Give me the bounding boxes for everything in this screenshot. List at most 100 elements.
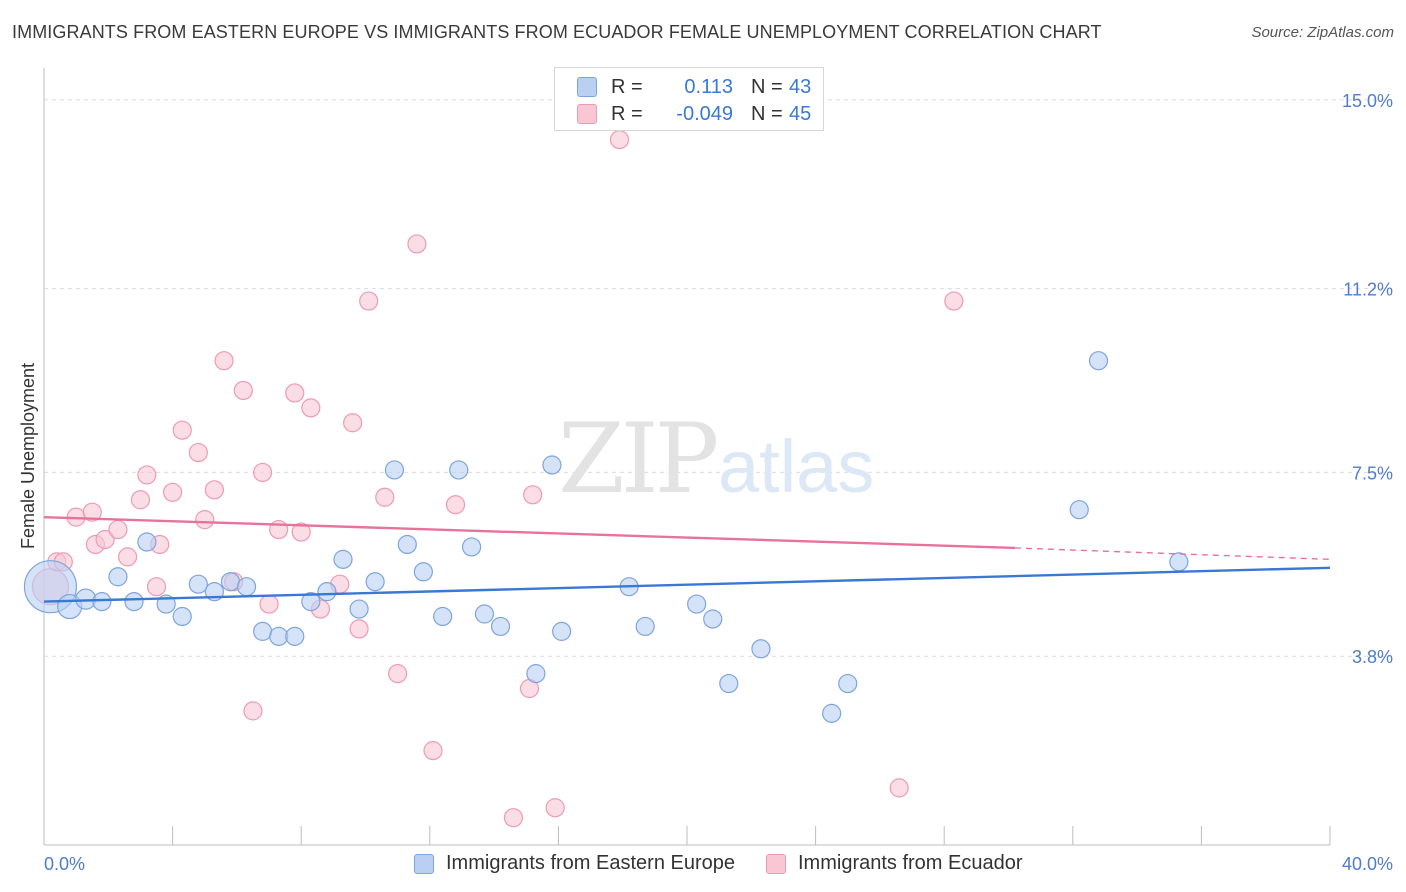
x-tick-label-min: 0.0% <box>44 854 85 874</box>
eastern-europe-point <box>172 606 192 627</box>
ecuador-point <box>204 480 224 500</box>
eastern-europe-point <box>301 591 321 612</box>
eastern-europe-point <box>687 594 707 614</box>
eastern-europe-point <box>751 639 771 659</box>
legend-item-ecuador: Immigrants from Ecuador <box>766 852 1023 875</box>
eastern-europe-trend-line <box>43 566 1331 603</box>
y-tick-label: 7.5% <box>1352 463 1393 483</box>
eastern-europe-point <box>1069 500 1089 520</box>
ecuador-point <box>375 487 395 507</box>
x-tick-label-max: 40.0% <box>1342 854 1393 874</box>
ecuador-point <box>503 808 523 828</box>
ecuador-point <box>407 234 427 254</box>
ecuador-point <box>195 510 215 530</box>
eastern-europe-point <box>188 574 208 594</box>
n-value: 45 <box>789 102 812 125</box>
ecuador-point <box>188 442 208 463</box>
ecuador-point <box>130 490 151 510</box>
ecuador-point <box>253 462 273 483</box>
ecuador-point <box>172 420 192 440</box>
legend-label-eastern-europe: Immigrants from Eastern Europe <box>446 852 735 874</box>
watermark-atlas: atlas <box>718 425 874 508</box>
gridlines <box>44 99 1392 657</box>
ecuador-point <box>163 482 183 502</box>
trend-lines <box>43 515 1331 603</box>
ecuador-point <box>259 594 279 614</box>
eastern-europe-point <box>526 664 546 684</box>
eastern-europe-point <box>449 460 469 480</box>
blue-swatch-icon <box>577 77 597 97</box>
y-tick-label: 15.0% <box>1342 91 1393 111</box>
ecuador-point <box>388 664 408 684</box>
ecuador-point <box>117 547 138 567</box>
ecuador-point <box>301 398 321 418</box>
ecuador-point <box>609 130 630 150</box>
axis-labels: 15.0% 11.2% 7.5% 3.8% 0.0% 40.0% Female Unempl… <box>18 91 1393 874</box>
ecuador-point <box>343 413 363 433</box>
watermark: ZIP atlas <box>558 403 874 515</box>
r-value: 0.113 <box>684 75 733 98</box>
watermark-zip: ZIP <box>558 403 717 515</box>
r-value: -0.049 <box>676 102 733 125</box>
eastern-europe-point <box>384 460 405 480</box>
eastern-europe-point <box>542 455 562 475</box>
ecuador-point <box>146 577 167 597</box>
ecuador-point <box>285 383 305 403</box>
eastern-europe-point <box>838 673 858 694</box>
eastern-europe-point <box>333 549 353 569</box>
eastern-europe-point <box>719 673 739 694</box>
ecuador-point <box>214 351 234 371</box>
correlation-legend: R = 0.113 N = 43 R = -0.049 N = 45 <box>554 67 824 131</box>
ecuador-point <box>291 522 311 542</box>
ecuador-point <box>95 529 115 550</box>
ecuador-point <box>108 519 128 540</box>
r-label: R = <box>611 102 643 125</box>
legend-label-ecuador: Immigrants from Ecuador <box>798 852 1023 874</box>
ecuador-point <box>243 701 263 721</box>
legend-item-eastern-europe: Immigrants from Eastern Europe <box>414 852 735 875</box>
ecuador-point <box>423 741 443 761</box>
eastern-europe-point <box>1088 351 1109 371</box>
eastern-europe-point <box>461 537 482 557</box>
eastern-europe-point <box>822 703 842 723</box>
y-tick-label: 11.2% <box>1343 280 1393 300</box>
eastern-europe-point <box>474 604 495 624</box>
eastern-europe-point <box>285 626 305 646</box>
eastern-europe-point <box>433 606 453 627</box>
eastern-europe-point <box>397 534 417 555</box>
eastern-europe-point <box>365 572 385 592</box>
y-tick-label: 3.8% <box>1352 647 1393 667</box>
eastern-europe-point <box>490 616 511 637</box>
ecuador-point <box>545 798 565 818</box>
ecuador-point <box>359 291 379 311</box>
r-label: R = <box>611 75 643 98</box>
eastern-europe-point <box>317 582 337 602</box>
eastern-europe-point <box>124 591 144 612</box>
n-label: N = <box>751 75 783 98</box>
ecuador-trend-extension <box>1014 547 1331 561</box>
ecuador-point <box>944 291 964 311</box>
eastern-europe-point <box>349 599 369 619</box>
legend-row-eastern-europe: R = 0.113 N = 43 <box>577 75 811 99</box>
eastern-europe-point <box>269 626 289 646</box>
n-value: 43 <box>789 75 812 98</box>
ecuador-point <box>889 778 909 798</box>
eastern-europe-point <box>635 616 655 637</box>
pink-swatch-icon <box>766 853 786 874</box>
eastern-europe-point <box>92 591 112 612</box>
n-label: N = <box>751 102 783 125</box>
eastern-europe-point <box>236 577 257 597</box>
axes <box>43 68 1331 846</box>
eastern-europe-point <box>1169 552 1189 572</box>
eastern-europe-point <box>413 562 433 582</box>
eastern-europe-point <box>552 621 572 641</box>
ecuador-point <box>137 465 157 485</box>
eastern-europe-point <box>703 609 723 629</box>
y-axis-label: Female Unemployment <box>18 363 38 549</box>
blue-swatch-icon <box>414 853 434 874</box>
eastern-europe-point <box>137 532 157 552</box>
ecuador-point <box>349 619 369 639</box>
ecuador-point <box>82 502 102 522</box>
ecuador-point <box>523 485 543 505</box>
